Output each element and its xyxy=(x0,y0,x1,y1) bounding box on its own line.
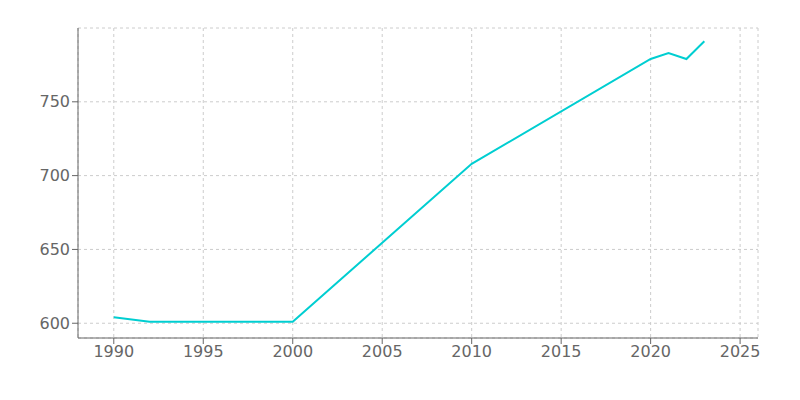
svg-text:2010: 2010 xyxy=(451,342,492,361)
svg-text:600: 600 xyxy=(39,314,70,333)
svg-text:1995: 1995 xyxy=(183,342,224,361)
svg-text:2020: 2020 xyxy=(630,342,671,361)
svg-text:700: 700 xyxy=(39,166,70,185)
svg-text:2000: 2000 xyxy=(272,342,313,361)
svg-text:1990: 1990 xyxy=(93,342,134,361)
svg-text:2015: 2015 xyxy=(541,342,582,361)
svg-text:2025: 2025 xyxy=(720,342,761,361)
svg-text:2005: 2005 xyxy=(362,342,403,361)
svg-text:650: 650 xyxy=(39,240,70,259)
svg-text:750: 750 xyxy=(39,92,70,111)
